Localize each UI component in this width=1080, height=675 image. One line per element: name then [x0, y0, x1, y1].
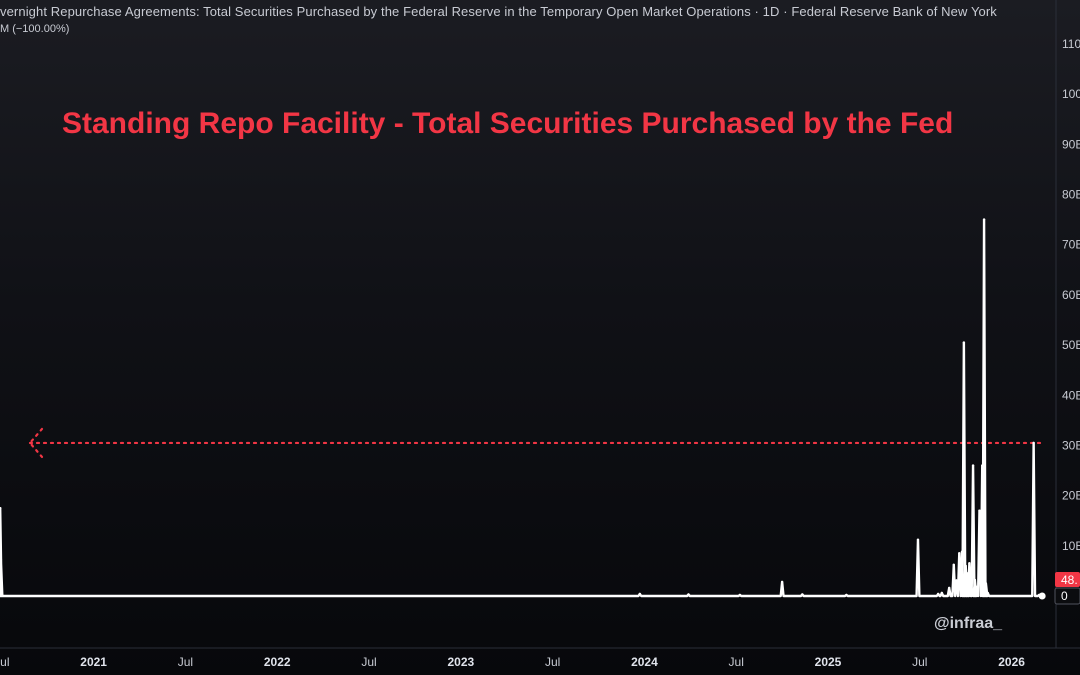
data-point	[960, 550, 964, 554]
data-point	[947, 586, 951, 590]
data-point	[0, 506, 2, 510]
x-tick-label: 2022	[264, 655, 291, 669]
author-watermark: @infraa_	[934, 615, 1003, 632]
data-point	[952, 563, 955, 567]
data-point	[638, 592, 642, 596]
y-tick-label: 10B	[1062, 539, 1080, 553]
y-tick-label: 30B	[1062, 438, 1080, 452]
y-tick-label: 60B	[1062, 288, 1080, 302]
data-point	[845, 593, 848, 597]
series-group	[0, 218, 1046, 600]
data-point	[978, 509, 981, 512]
data-point	[958, 552, 961, 555]
reference-arrowhead	[28, 427, 44, 459]
axis-labels: 110 100 90B 80B 70B 60B 50B 40B 30B 20B 10B Jul 2021…	[0, 37, 1080, 669]
y-tick-label: 20B	[1062, 489, 1080, 503]
data-point	[916, 538, 920, 541]
data-point	[973, 578, 977, 582]
price-label-zero: 0	[1061, 589, 1068, 603]
chart-annotation-title: Standing Repo Facility - Total Securitie…	[62, 107, 954, 140]
data-point	[0, 558, 3, 562]
data-point	[982, 218, 986, 221]
y-tick-label: 100	[1062, 87, 1080, 101]
data-point	[964, 564, 967, 568]
x-tick-label: 2024	[631, 655, 658, 669]
data-point	[940, 591, 944, 595]
x-tick-label: Jul	[912, 655, 927, 669]
price-label-red: 48.	[1061, 573, 1078, 587]
x-tick-label: 2025	[815, 655, 842, 669]
x-tick-label: 2021	[80, 655, 107, 669]
data-point	[966, 572, 969, 575]
data-point	[962, 341, 966, 344]
data-point	[981, 464, 984, 467]
data-point	[687, 593, 690, 596]
y-tick-label: 50B	[1062, 338, 1080, 352]
data-point	[738, 593, 742, 597]
series-change: M (−100.00%)	[0, 23, 70, 35]
axes	[0, 0, 1080, 649]
x-tick-label: Jul	[178, 655, 193, 669]
y-tick-label: 70B	[1062, 238, 1080, 252]
x-tick-label: Jul	[729, 655, 744, 669]
y-tick-label: 110	[1062, 37, 1080, 51]
x-tick-label: 2023	[447, 655, 474, 669]
price-label-bg-dark	[1054, 587, 1080, 605]
data-point	[986, 591, 989, 595]
reference-line-group	[28, 427, 1044, 459]
data-point	[801, 593, 804, 596]
data-point	[780, 580, 784, 584]
price-label-bg-red	[1055, 572, 1080, 587]
x-tick-label: 2026	[998, 655, 1025, 669]
y-tick-label: 40B	[1062, 388, 1080, 402]
y-tick-label: 80B	[1062, 188, 1080, 202]
data-point	[984, 582, 988, 585]
data-point	[975, 585, 978, 589]
series-line	[0, 218, 1043, 598]
x-tick-label: Jul	[545, 655, 560, 669]
data-point	[1032, 441, 1035, 445]
data-point	[955, 579, 958, 582]
x-tick-label: Jul	[0, 655, 10, 669]
last-value-dot	[1038, 592, 1046, 600]
data-point	[971, 464, 975, 467]
data-point	[936, 592, 940, 596]
data-point	[968, 562, 971, 565]
x-tick-label: Jul	[361, 655, 376, 669]
series-title: vernight Repurchase Agreements: Total Se…	[0, 4, 997, 19]
y-tick-label: 90B	[1062, 137, 1080, 151]
